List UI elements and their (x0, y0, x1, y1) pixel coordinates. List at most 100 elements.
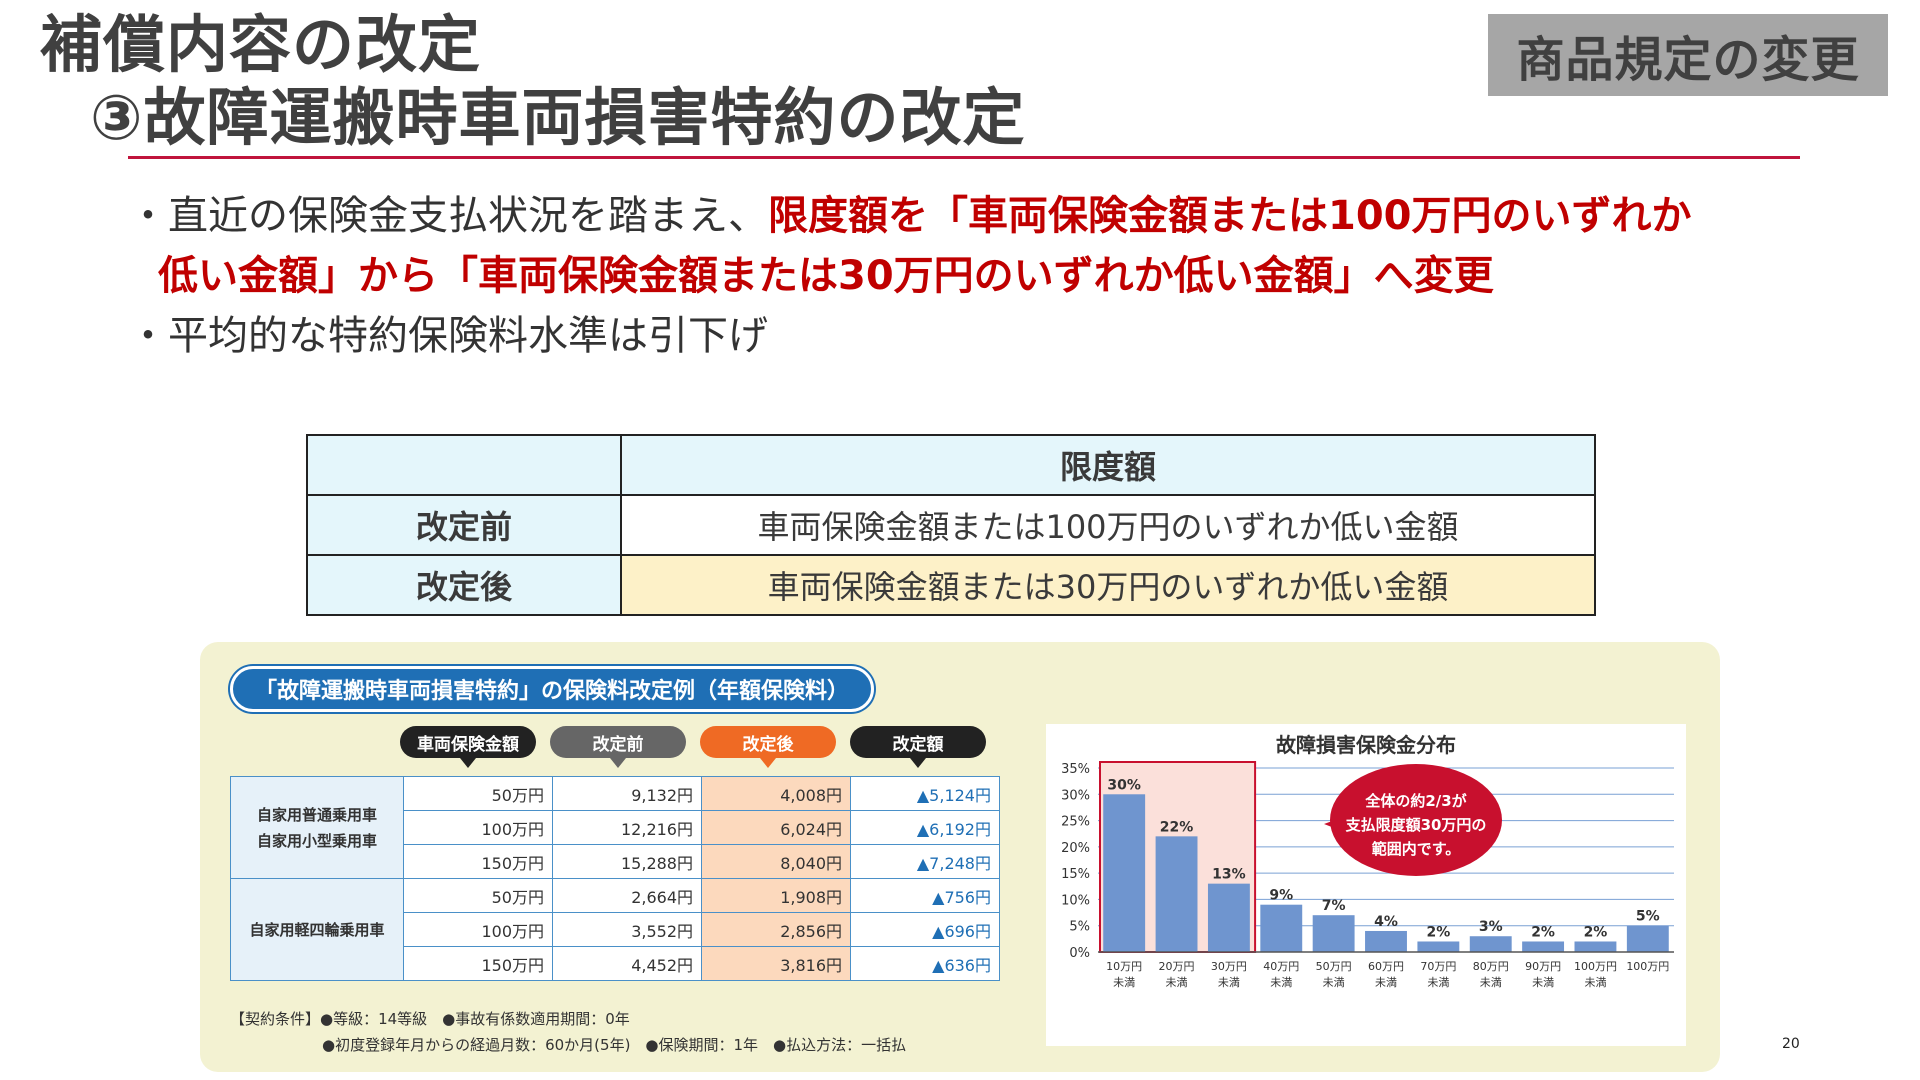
col-header-after: 改定後 (700, 726, 836, 758)
x-tick-label: 10万円 (1106, 960, 1142, 973)
bar (1103, 794, 1146, 952)
bar-value-label: 3% (1479, 919, 1503, 935)
callout-text: 全体の約2/3が (1364, 792, 1467, 810)
limit-row-label: 改定後 (306, 554, 622, 616)
x-tick-label: 100万円 (1626, 960, 1669, 973)
title-line2: ③故障運搬時車両損害特約の改定 (90, 81, 1026, 155)
limit-table-corner (306, 434, 622, 496)
col-pointer (610, 758, 626, 768)
x-tick-label: 未満 (1532, 976, 1554, 989)
x-tick-label: 未満 (1427, 976, 1449, 989)
bar (1155, 836, 1198, 952)
x-tick-label: 未満 (1480, 976, 1502, 989)
x-tick-label: 未満 (1218, 976, 1240, 989)
x-tick-label: 未満 (1270, 976, 1292, 989)
cell-amount: 150万円 (403, 844, 553, 879)
bar (1417, 941, 1460, 952)
chart-svg: 故障損害保険金分布 0% 5% 10% 15% 20% 25% 30% 35% 30% 10万円未満… (1061, 733, 1674, 989)
premium-panel: 「故障運搬時車両損害特約」の保険料改定例（年額保険料） 車両保険金額 改定前 改… (200, 642, 1720, 1072)
bar (1626, 925, 1669, 952)
x-tick-label: 50万円 (1316, 960, 1352, 973)
x-tick-label: 30万円 (1211, 960, 1247, 973)
conditions-line2: ●初度登録年月からの経過月数：60か月(5年) ●保険期間：1年 ●払込方法：一… (322, 1036, 907, 1054)
x-tick-label: 未満 (1375, 976, 1397, 989)
group-label: 自家用軽四輪乗用車 (230, 878, 404, 981)
cell-after: 6,024円 (701, 810, 851, 845)
bar (1207, 883, 1250, 952)
table-row: 100万円 12,216円 6,024円 ▲6,192円 (231, 810, 1000, 845)
col-header-before: 改定前 (550, 726, 686, 758)
chart-title: 故障損害保険金分布 (1276, 733, 1456, 757)
cell-diff: ▲7,248円 (850, 844, 1000, 879)
x-tick-label: 未満 (1323, 976, 1345, 989)
x-tick-label: 70万円 (1420, 960, 1456, 973)
group-label-line: 自家用小型乗用車 (256, 831, 377, 850)
cell-after: 8,040円 (701, 844, 851, 879)
bar (1260, 904, 1303, 952)
col-pointer (760, 758, 776, 768)
y-tick-label: 25% (1061, 815, 1090, 830)
bar (1469, 936, 1512, 952)
bar-value-label: 30% (1107, 777, 1141, 793)
x-tick-label: 未満 (1584, 976, 1606, 989)
bar-value-label: 2% (1426, 924, 1450, 940)
cell-before: 9,132円 (552, 776, 702, 811)
bullet-1-red-cont: 低い金額」から「車両保険金額または30万円のいずれか低い金額」へ変更 (158, 253, 1494, 299)
table-row: 100万円 3,552円 2,856円 ▲696円 (231, 912, 1000, 947)
cell-amount: 100万円 (403, 912, 553, 947)
col-header-diff: 改定額 (850, 726, 986, 758)
y-tick-label: 15% (1061, 867, 1090, 882)
bar-value-label: 5% (1636, 909, 1660, 925)
cell-after: 1,908円 (701, 878, 851, 913)
page-title: 補償内容の改定 ③故障運搬時車両損害特約の改定 (40, 8, 1026, 154)
x-tick-label: 未満 (1166, 976, 1188, 989)
x-tick-label: 100万円 (1574, 960, 1617, 973)
y-tick-label: 30% (1061, 788, 1090, 803)
page-number: 20 (1782, 1036, 1800, 1052)
bullet-1-plain: ・直近の保険金支払状況を踏まえ、 (128, 193, 768, 239)
table-row: 150万円 15,288円 8,040円 ▲7,248円 (231, 844, 1000, 879)
y-tick-label: 0% (1069, 946, 1090, 961)
bar (1522, 941, 1565, 952)
col-header-amount: 車両保険金額 (400, 726, 536, 758)
bullet-1-red: 限度額を「車両保険金額または100万円のいずれか (768, 193, 1692, 239)
title-underline (128, 156, 1800, 159)
bar-value-label: 9% (1269, 888, 1293, 904)
x-tick-label: 60万円 (1368, 960, 1404, 973)
x-tick-label: 40万円 (1263, 960, 1299, 973)
cell-diff: ▲5,124円 (850, 776, 1000, 811)
x-tick-label: 未満 (1113, 976, 1135, 989)
cell-before: 3,552円 (552, 912, 702, 947)
table-row: 自家用普通乗用車 自家用小型乗用車 50万円 9,132円 4,008円 ▲5,… (230, 776, 1000, 879)
title-line1: 補償内容の改定 (40, 8, 482, 81)
limit-row-value: 車両保険金額または100万円のいずれか低い金額 (620, 494, 1596, 556)
limit-table: 限度額 改定前 車両保険金額または100万円のいずれか低い金額 改定後 車両保険… (306, 434, 1596, 616)
conditions-line1: 【契約条件】●等級：14等級 ●事故有係数適用期間：0年 (230, 1010, 630, 1028)
limit-table-header: 限度額 (620, 434, 1596, 496)
cell-after: 4,008円 (701, 776, 851, 811)
cell-diff: ▲6,192円 (850, 810, 1000, 845)
cell-before: 15,288円 (552, 844, 702, 879)
y-tick-label: 20% (1061, 841, 1090, 856)
bullet-2: ・平均的な特約保険料水準は引下げ (128, 313, 768, 359)
distribution-chart: 故障損害保険金分布 0% 5% 10% 15% 20% 25% 30% 35% 30% 10万円 未満… (1046, 724, 1686, 1046)
cell-after: 3,816円 (701, 946, 851, 981)
bar (1365, 930, 1407, 952)
bullet-list: ・直近の保険金支払状況を踏まえ、限度額を「車両保険金額または100万円のいずれか… (128, 186, 1692, 366)
cell-diff: ▲756円 (850, 878, 1000, 913)
limit-row-label: 改定前 (306, 494, 622, 556)
callout-bubble (1330, 764, 1502, 876)
x-tick-label: 80万円 (1473, 960, 1509, 973)
bar-value-label: 22% (1160, 819, 1194, 835)
y-tick-label: 35% (1061, 762, 1090, 777)
premium-table: 自家用普通乗用車 自家用小型乗用車 50万円 9,132円 4,008円 ▲5,… (230, 776, 1000, 981)
contract-conditions: 【契約条件】●等級：14等級 ●事故有係数適用期間：0年 ●初度登録年月からの経… (230, 1006, 906, 1058)
bar-value-label: 4% (1374, 914, 1398, 930)
x-tick-label: 90万円 (1525, 960, 1561, 973)
cell-diff: ▲696円 (850, 912, 1000, 947)
group-label: 自家用普通乗用車 自家用小型乗用車 (230, 776, 404, 879)
table-row: 自家用軽四輪乗用車 50万円 2,664円 1,908円 ▲756円 (230, 878, 1000, 981)
bar-value-label: 13% (1212, 867, 1246, 883)
bullet-1: ・直近の保険金支払状況を踏まえ、限度額を「車両保険金額または100万円のいずれか (128, 186, 1692, 246)
cell-before: 12,216円 (552, 810, 702, 845)
